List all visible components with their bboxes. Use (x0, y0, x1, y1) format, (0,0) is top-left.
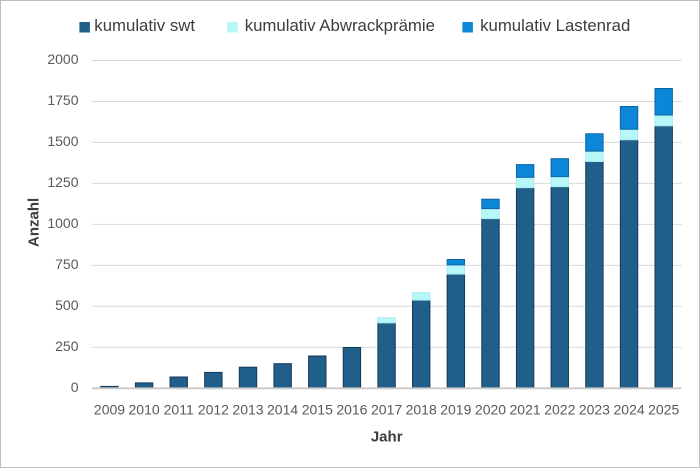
svg-text:2022: 2022 (544, 402, 575, 418)
svg-text:0: 0 (71, 379, 79, 395)
svg-text:2014: 2014 (267, 402, 298, 418)
svg-text:2011: 2011 (164, 402, 194, 418)
svg-text:1000: 1000 (47, 215, 78, 231)
svg-text:2013: 2013 (232, 402, 263, 418)
svg-text:2017: 2017 (371, 402, 402, 418)
svg-text:kumulativ Abwrackprämie: kumulativ Abwrackprämie (245, 16, 435, 35)
svg-text:1500: 1500 (47, 133, 78, 149)
svg-text:2015: 2015 (302, 402, 333, 418)
svg-text:2024: 2024 (614, 402, 645, 418)
svg-text:1250: 1250 (47, 174, 78, 190)
svg-text:2010: 2010 (129, 402, 160, 418)
svg-text:Anzahl: Anzahl (25, 198, 42, 247)
svg-text:2021: 2021 (510, 402, 541, 418)
svg-text:250: 250 (55, 338, 79, 354)
svg-text:2012: 2012 (198, 402, 229, 418)
svg-text:1750: 1750 (47, 92, 78, 108)
svg-text:Jahr: Jahr (371, 428, 403, 445)
svg-text:2000: 2000 (47, 51, 78, 67)
svg-text:2016: 2016 (336, 402, 367, 418)
svg-text:750: 750 (55, 256, 79, 272)
svg-text:2009: 2009 (94, 402, 125, 418)
svg-text:kumulativ swt: kumulativ swt (94, 16, 195, 35)
svg-text:2019: 2019 (440, 402, 471, 418)
svg-text:2020: 2020 (475, 402, 506, 418)
svg-text:2018: 2018 (406, 402, 437, 418)
svg-text:2025: 2025 (648, 402, 679, 418)
svg-text:500: 500 (55, 297, 79, 313)
svg-text:kumulativ Lastenrad: kumulativ Lastenrad (480, 16, 630, 35)
svg-text:2023: 2023 (579, 402, 610, 418)
